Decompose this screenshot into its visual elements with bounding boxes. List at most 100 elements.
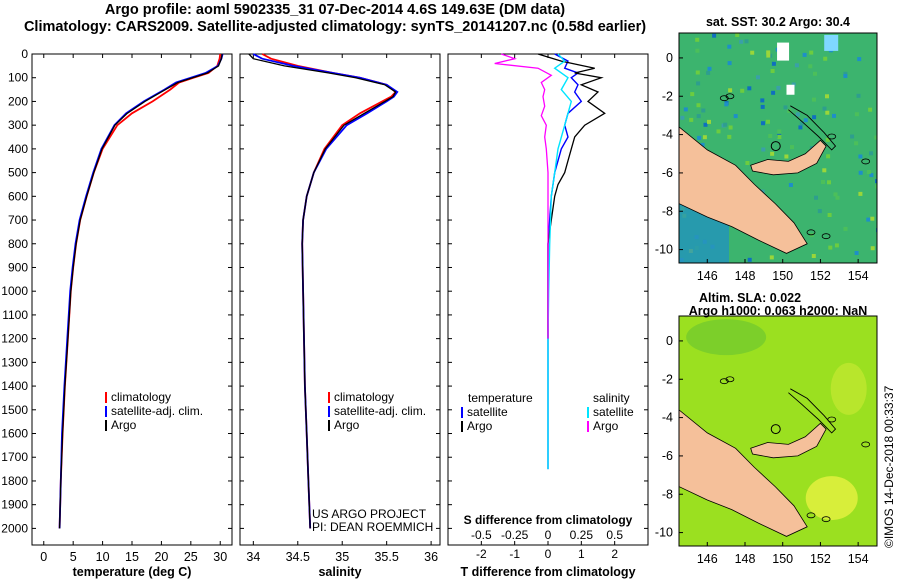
temperature-ytick-label: 500	[8, 166, 28, 180]
sst_map-ytick-label: -4	[662, 128, 673, 142]
temperature-xtick-label: 20	[154, 550, 168, 564]
sst_map-pixel	[870, 246, 875, 251]
sla_map-ytick-label: -2	[662, 372, 673, 386]
sst_map-pixel	[690, 92, 695, 97]
sst_map-pixel	[770, 69, 775, 73]
sst_map-pixel	[875, 184, 877, 189]
salinity-annotation-line2: PI: DEAN ROEMMICH	[312, 520, 433, 534]
sst_map-pixel	[825, 94, 829, 99]
difference-s-tick-label: -0.5	[471, 528, 492, 542]
sst_map-ytick-label: -8	[662, 204, 673, 218]
sst_map-pixel	[683, 107, 688, 112]
sst_map-island	[827, 133, 837, 140]
sst_map-pixel	[701, 108, 706, 113]
sst_map-pixel	[766, 50, 771, 55]
sla_map-ytick-label: -4	[662, 411, 673, 425]
temperature-ytick-label: 1100	[2, 308, 28, 322]
sst_map-pixel	[843, 71, 848, 76]
sst_map-inner	[679, 33, 877, 263]
sst_map-pixel	[869, 151, 873, 156]
difference-legend-temp-argo-label: Argo	[467, 419, 493, 433]
sst_map-frame	[678, 32, 878, 264]
sla_map-land-new-britain	[750, 422, 827, 459]
sst_map-pixel	[727, 61, 732, 66]
sst_map-pixel	[695, 37, 700, 42]
difference-s-tick-label: 0	[545, 528, 552, 542]
temperature-legend-2-label: Argo	[111, 418, 137, 432]
sla_map-argo-marker	[770, 424, 781, 435]
sst_map-pixel	[680, 115, 685, 120]
sla_map-high	[805, 476, 858, 521]
sst_map-pixel	[761, 147, 766, 152]
sla_map-group: 146 148 150 152 154 0 -2 -4 -6 -8 -10	[655, 315, 878, 566]
sst_map-pixel	[696, 103, 701, 108]
temperature-ytick-label: 100	[8, 71, 28, 85]
sla_map-island	[861, 441, 871, 448]
sla_map-island	[821, 516, 831, 523]
temperature-ytick-label: 900	[8, 260, 28, 274]
sst_map-pixel	[747, 257, 752, 262]
sst_map-xtick-label: 146	[697, 269, 718, 283]
sst_map-pixel	[756, 75, 760, 80]
difference-temp-argo-line	[537, 53, 606, 339]
temperature-xtick-label: 25	[184, 550, 198, 564]
sst_map-pixel	[728, 88, 733, 93]
sst_map-pixel	[866, 170, 871, 174]
sla_map-island	[806, 512, 816, 519]
sla_map-xtick-label: 150	[772, 552, 793, 566]
sst_map-pixel	[854, 112, 859, 117]
difference-legend-temperature-title: temperature	[468, 391, 533, 405]
difference-t-xlabel: T difference from climatology	[460, 565, 635, 579]
sst_map-land-new-britain	[750, 139, 827, 176]
sst_map-pixel	[826, 154, 831, 159]
sst_map-pixel	[825, 137, 830, 142]
difference-xtick-label: -2	[476, 547, 487, 561]
sst_map-pixel	[813, 71, 817, 76]
sst_map-land-new-ireland	[788, 105, 837, 151]
temperature-ytick-label: 2000	[1, 521, 28, 535]
sst_map-pixel	[703, 122, 708, 127]
sst_map-island	[806, 229, 816, 236]
sst_map-pixel	[723, 122, 728, 127]
sst_map-cloud-2	[824, 34, 839, 51]
difference-xtick-label: 1	[578, 547, 585, 561]
temperature-legend-1-label: satellite-adj. clim.	[111, 404, 203, 418]
sst_map-pixel	[866, 217, 871, 222]
sst-map-title: sat. SST: 30.2 Argo: 30.4	[706, 15, 850, 29]
sla_map-xtick-label: 154	[848, 552, 869, 566]
temperature-xtick-label: 10	[96, 550, 110, 564]
sst_map-ytick-label: -6	[662, 166, 673, 180]
sst_map-pixel	[740, 88, 745, 93]
salinity-series-argo	[248, 53, 397, 529]
difference-legend-sal-satellite-label: satellite	[593, 405, 634, 419]
sst_map-pixel	[750, 50, 755, 55]
sst_map-pixel	[777, 129, 782, 134]
sla_map-ytick-label: -8	[662, 487, 673, 501]
temperature-xtick-label: 0	[40, 550, 47, 564]
sst_map-pixel	[858, 191, 863, 196]
sst_map-pixel	[716, 129, 721, 134]
salinity-xtick-label: 35	[335, 550, 349, 564]
temperature-xtick-label: 5	[70, 550, 77, 564]
sst_map-pixel	[695, 48, 700, 53]
sst_map-pixel	[702, 135, 707, 140]
temperature-legend-0-label: climatology	[111, 390, 171, 404]
sst_map-pixel	[827, 180, 831, 185]
sst_map-pixel	[771, 61, 776, 66]
temperature-xtick-label: 30	[213, 550, 227, 564]
title-line-1: Argo profile: aoml 5902335_31 07-Dec-201…	[104, 2, 566, 18]
temperature-ytick-label: 300	[8, 118, 28, 132]
sst_map-pixel	[827, 213, 832, 217]
sst_map-pixel	[727, 44, 732, 49]
sst_map-pixel	[854, 251, 859, 255]
difference-s-tick-label: 0.5	[606, 528, 623, 542]
difference-legend-sal-argo-label: Argo	[593, 419, 619, 433]
sla_map-land-new-guinea	[679, 409, 808, 537]
sst_map-xtick-label: 152	[810, 269, 831, 283]
sst_map-pixel	[727, 134, 732, 139]
sst_map-pixel	[744, 39, 749, 44]
salinity-annotation-line1: US ARGO PROJECT	[312, 507, 427, 521]
sst_map-pixel	[695, 70, 700, 75]
sla_map-ytick-label: -6	[662, 449, 673, 463]
sst_map-pixel	[875, 179, 877, 184]
